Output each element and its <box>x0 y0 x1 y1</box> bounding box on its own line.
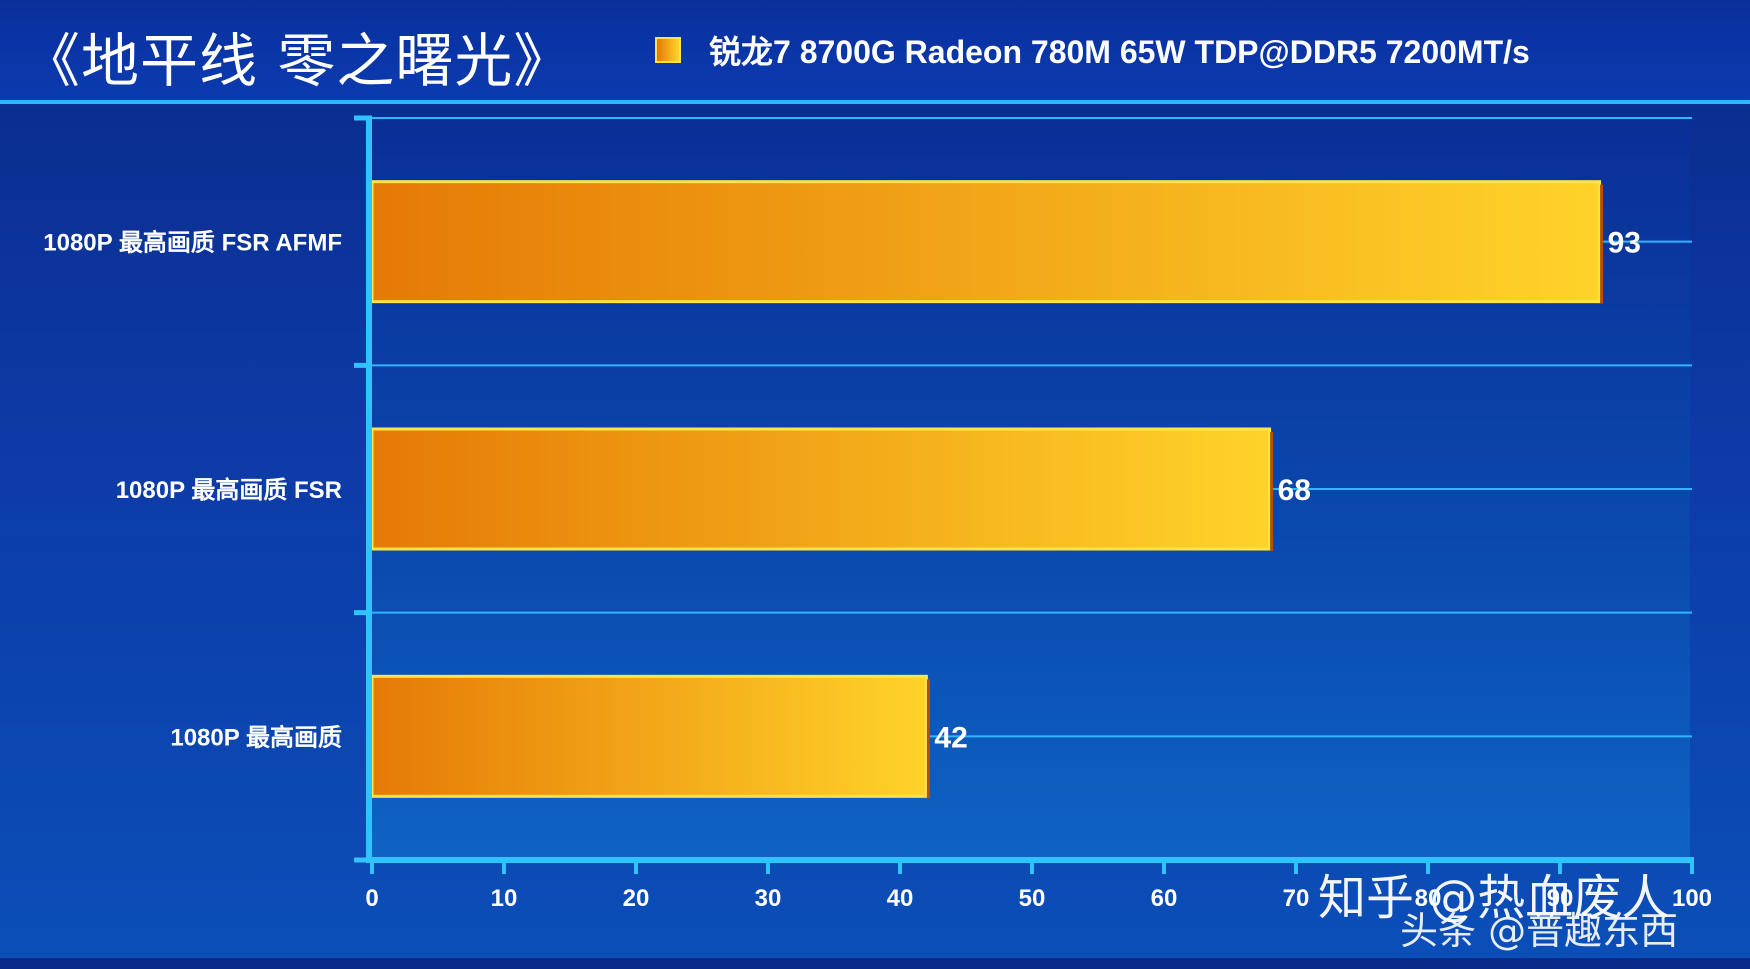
bar-2 <box>370 674 928 798</box>
category-label-1: 1080P 最高画质 FSR <box>116 476 342 504</box>
data-label-0: 93 <box>1608 227 1641 260</box>
watermark-zhihu: 知乎 @热血废人 <box>1318 870 1670 926</box>
x-tick-label-3: 30 <box>755 885 782 912</box>
x-tick-label-0: 0 <box>365 885 378 912</box>
x-tick-label-8: 80 <box>1415 885 1442 912</box>
data-label-1: 68 <box>1278 474 1311 507</box>
bottom-border <box>0 958 1750 969</box>
legend-swatch <box>655 37 681 63</box>
x-tick-label-2: 20 <box>623 885 650 912</box>
x-tick-label-5: 50 <box>1019 885 1046 912</box>
header-divider <box>0 100 1750 104</box>
legend: 锐龙7 8700G Radeon 780M 65W TDP@DDR5 7200M… <box>655 28 1530 72</box>
category-label-0: 1080P 最高画质 FSR AFMF <box>43 229 342 257</box>
legend-label: 锐龙7 8700G Radeon 780M 65W TDP@DDR5 7200M… <box>709 34 1530 70</box>
header-bar <box>0 0 1750 100</box>
x-tick-label-1: 10 <box>491 885 518 912</box>
data-label-2: 42 <box>934 721 967 754</box>
bar-1 <box>370 427 1272 551</box>
x-tick-label-4: 40 <box>887 885 914 912</box>
x-tick-label-6: 60 <box>1151 885 1178 912</box>
x-tick-label-10: 100 <box>1672 885 1712 912</box>
chart-title: 《地平线 零之曙光》 <box>22 27 573 95</box>
bar-0 <box>370 180 1602 304</box>
x-tick-label-7: 70 <box>1283 885 1310 912</box>
watermark-toutiao: 头条 @普趣东西 <box>1400 909 1679 953</box>
x-tick-label-9: 90 <box>1547 885 1574 912</box>
category-label-2: 1080P 最高画质 <box>170 723 342 751</box>
